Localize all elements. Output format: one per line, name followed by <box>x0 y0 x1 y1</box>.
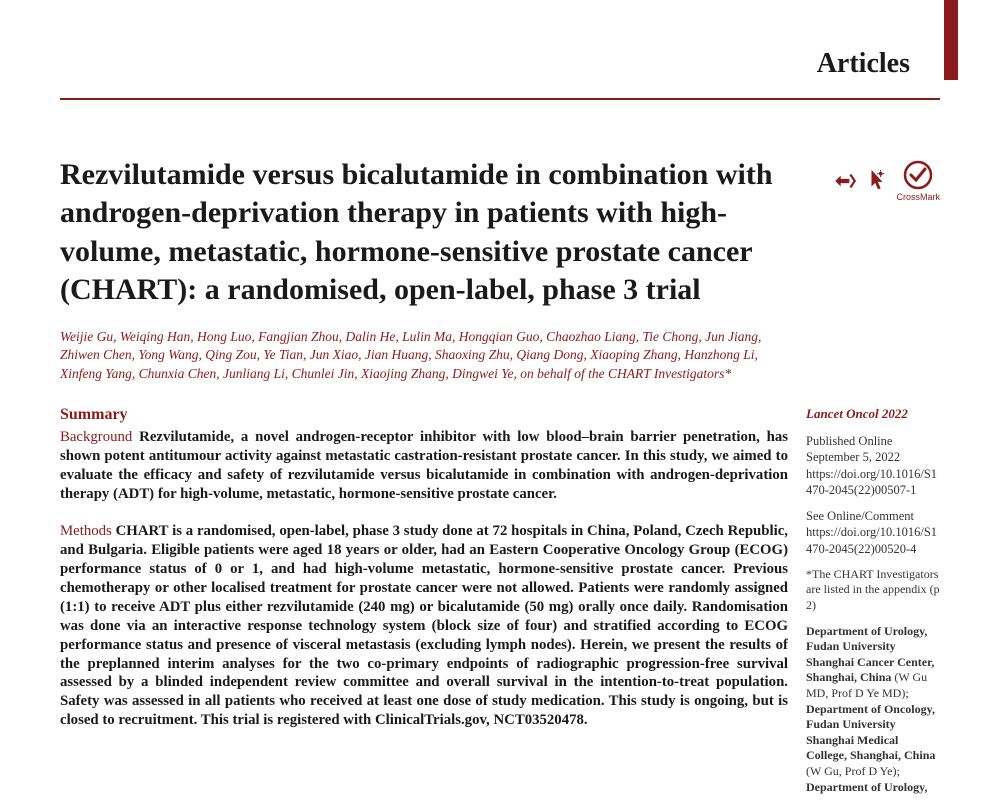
section-label: Articles <box>817 48 910 80</box>
affil3-inst: Department of Urology, <box>806 780 927 794</box>
methods-section: Methods CHART is a randomised, open-labe… <box>60 522 788 730</box>
article-page: Articles Rezvilutamide versus bicalutami… <box>0 0 996 805</box>
crossmark-badge[interactable]: CrossMark <box>896 160 940 202</box>
doi-link-1[interactable]: https://doi.org/10.1016/S1470-2045(22)00… <box>806 467 937 497</box>
sidebar-column: Lancet Oncol 2022 Published Online Septe… <box>806 406 940 805</box>
methods-text: CHART is a randomised, open-label, phase… <box>60 523 788 728</box>
summary-heading: Summary <box>60 406 788 424</box>
affil2-people: (W Gu, Prof D Ye) <box>806 764 896 778</box>
header: Articles <box>60 0 940 100</box>
abstract-column: Summary Background Rezvilutamide, a nove… <box>60 406 788 805</box>
crossmark-label: CrossMark <box>896 192 940 202</box>
doi-link-2[interactable]: https://doi.org/10.1016/S1470-2045(22)00… <box>806 525 937 555</box>
pub-date: September 5, 2022 <box>806 450 900 464</box>
journal-name: Lancet Oncol 2022 <box>806 406 940 423</box>
published-online-block: Published Online September 5, 2022 https… <box>806 433 940 498</box>
crossmark-icon <box>903 160 933 190</box>
pub-online-label: Published Online <box>806 434 892 448</box>
content-row: Summary Background Rezvilutamide, a nove… <box>60 406 940 805</box>
accent-bar <box>944 0 958 80</box>
badge-icons: CrossMark <box>832 160 940 202</box>
title-row: Rezvilutamide versus bicalutamide in com… <box>60 156 940 310</box>
background-section: Background Rezvilutamide, a novel androg… <box>60 428 788 504</box>
article-title: Rezvilutamide versus bicalutamide in com… <box>60 156 780 310</box>
author-list: Weijie Gu, Weiqing Han, Hong Luo, Fangji… <box>60 328 790 385</box>
background-text: Rezvilutamide, a novel androgen-receptor… <box>60 429 788 502</box>
investigators-note: *The CHART Investigators are listed in t… <box>806 567 940 614</box>
open-access-icon <box>832 168 858 194</box>
see-comment-label: See Online/Comment <box>806 509 914 523</box>
background-label: Background <box>60 429 132 445</box>
affiliation-1: Department of Urology, Fudan University … <box>806 624 940 796</box>
comment-block: See Online/Comment https://doi.org/10.10… <box>806 508 940 557</box>
cursor-icon <box>866 168 888 194</box>
affil2-inst: Department of Oncology, Fudan University… <box>806 702 935 763</box>
methods-label: Methods <box>60 523 112 539</box>
